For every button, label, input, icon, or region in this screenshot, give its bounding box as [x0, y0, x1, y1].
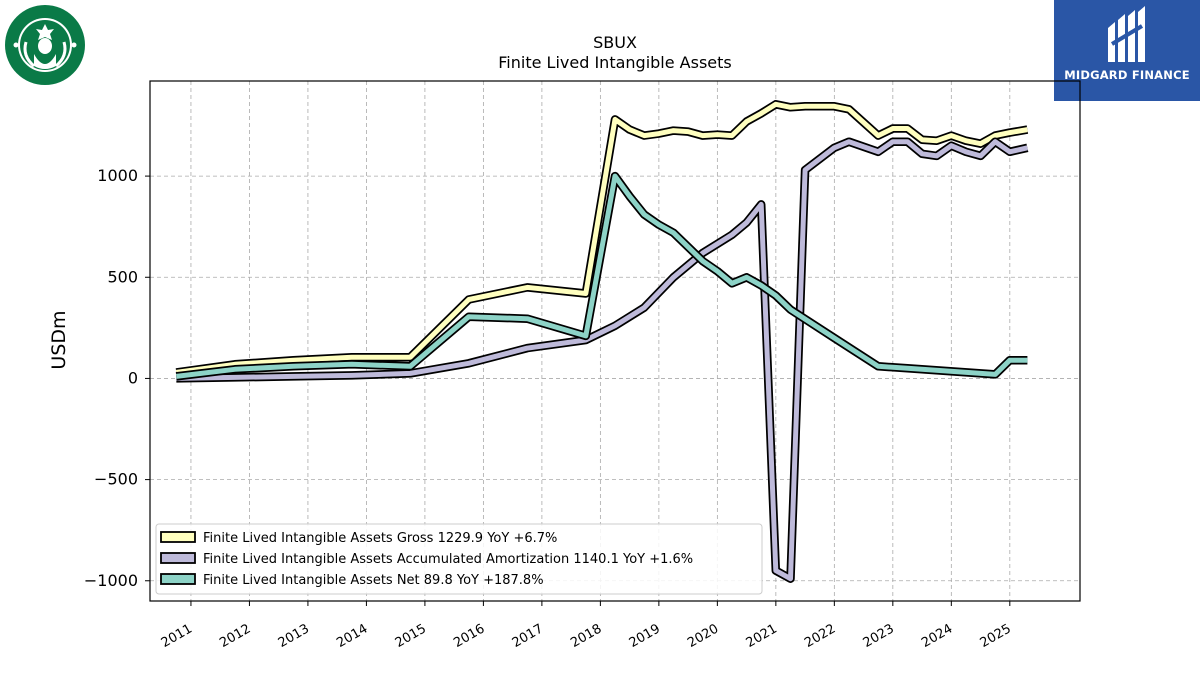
- plot-frame: [149, 80, 1081, 602]
- legend-swatch-1: [160, 552, 196, 564]
- x-tick-label: 2014: [334, 621, 370, 651]
- chart-subtitle: Finite Lived Intangible Assets: [498, 53, 731, 72]
- series-line-2: [175, 173, 1028, 379]
- legend-entry-1: Finite Lived Intangible Assets Accumulat…: [203, 552, 693, 567]
- x-tick-label: 2013: [276, 621, 312, 651]
- y-tick-label: 0: [128, 368, 138, 387]
- y-axis-label: USDm: [48, 310, 70, 369]
- chart-title: SBUX: [593, 33, 637, 52]
- x-tick-label: 2021: [744, 621, 780, 651]
- chart-legend: Finite Lived Intangible Assets Gross 122…: [155, 523, 763, 595]
- x-tick-label: 2012: [217, 621, 253, 651]
- x-tick-label: 2018: [568, 621, 604, 651]
- series-line-1: [176, 139, 1028, 582]
- y-tick-label: 500: [107, 267, 138, 286]
- x-tick-label: 2022: [802, 621, 838, 651]
- x-tick-label: 2016: [451, 621, 487, 651]
- x-tick-label: 2020: [685, 621, 721, 651]
- legend-entry-2: Finite Lived Intangible Assets Net 89.8 …: [203, 573, 544, 588]
- x-tick-label: 2019: [627, 621, 663, 651]
- series-lines: [175, 100, 1029, 583]
- midgard-mark-icon: [1108, 6, 1145, 62]
- x-tick-label: 2015: [393, 621, 429, 651]
- midgard-finance-wordmark: MIDGARD FINANCE: [1064, 68, 1190, 82]
- y-tick-label: −1000: [84, 571, 138, 590]
- midgard-finance-logo: MIDGARD FINANCE: [1054, 0, 1200, 101]
- x-tick-label: 2023: [861, 621, 897, 651]
- legend-entry-0: Finite Lived Intangible Assets Gross 122…: [203, 531, 557, 546]
- grid-lines: [150, 81, 1080, 601]
- legend-swatch-0: [160, 531, 196, 543]
- x-tick-label: 2011: [159, 621, 195, 651]
- x-tick-label: 2024: [919, 621, 955, 651]
- series-line-0: [175, 101, 1028, 375]
- legend-box: [155, 523, 763, 595]
- y-tick-label: −500: [94, 470, 138, 489]
- y-tick-label: 1000: [97, 166, 138, 185]
- x-tick-label: 2025: [978, 621, 1014, 651]
- legend-swatch-2: [160, 573, 196, 585]
- x-tick-label: 2017: [510, 621, 546, 651]
- starbucks-siren-logo: [5, 5, 85, 85]
